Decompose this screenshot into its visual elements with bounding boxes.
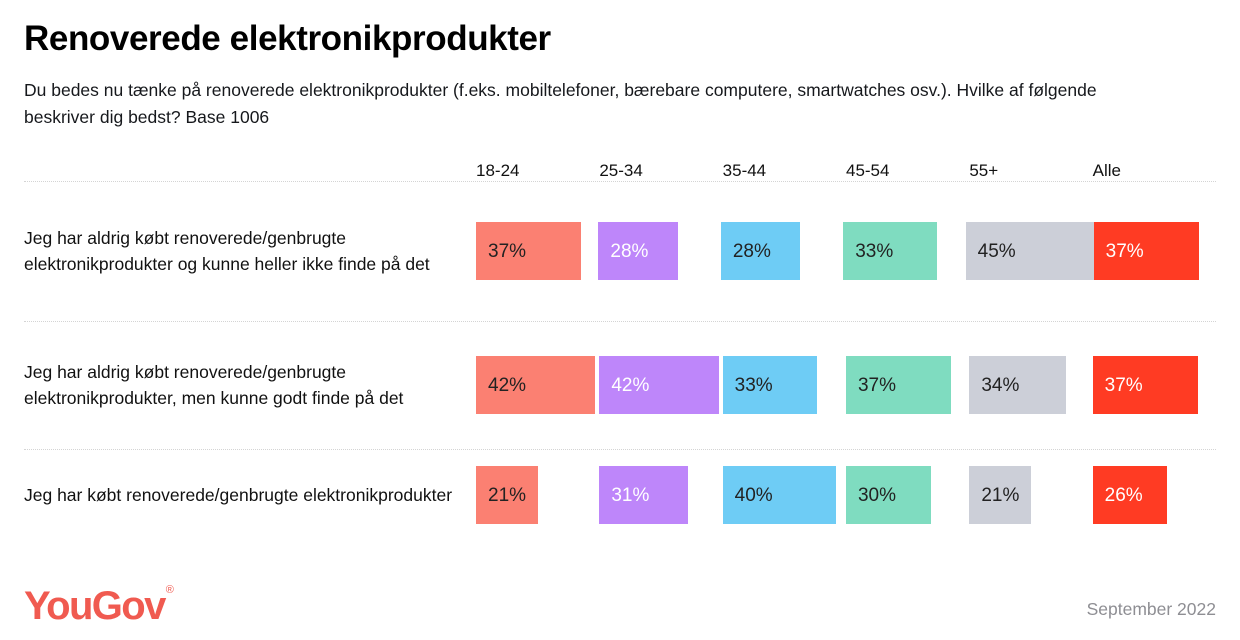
- column-header-alle: Alle: [1092, 160, 1121, 180]
- chart-subtitle: Du bedes nu tænke på renoverede elektron…: [24, 79, 1097, 127]
- table-row: Jeg har købt renoverede/genbrugte elektr…: [24, 448, 1216, 541]
- bar-35-44-2: 33%: [722, 356, 817, 415]
- bar-value-label: 21%: [488, 484, 527, 506]
- column-header-cell: 55+: [969, 162, 1092, 181]
- bar-55-plus-3: 21%: [969, 466, 1032, 525]
- column-header-cell: 18-24: [476, 162, 599, 181]
- bar-value-label: 37%: [488, 240, 527, 262]
- bar-cell: 21%: [476, 450, 599, 541]
- column-header-25-34: 25-34: [599, 160, 643, 180]
- bar-value-label: 42%: [611, 374, 650, 396]
- bar-cell: 37%: [1092, 322, 1216, 449]
- page-title: Renoverede elektronikprodukter: [24, 19, 551, 58]
- bar-55-plus-2: 34%: [969, 356, 1067, 415]
- column-header-row: 18-24 25-34 35-44 45-54 55+ Alle: [24, 149, 1216, 181]
- bar-55-plus-1: 45%: [965, 222, 1094, 281]
- bar-cell: 42%: [599, 322, 722, 449]
- bar-cell: 28%: [598, 182, 720, 321]
- bar-Alle-3: 26%: [1092, 466, 1167, 525]
- column-header-cell: 25-34: [599, 162, 722, 181]
- bar-cell: 30%: [845, 450, 969, 541]
- yougov-logo-text: YouGov: [24, 584, 166, 628]
- bar-45-54-3: 30%: [845, 466, 932, 525]
- bar-cell: 33%: [843, 182, 965, 321]
- bar-value-label: 37%: [857, 374, 897, 396]
- bar-value-label: 28%: [610, 240, 649, 262]
- bar-cell: 40%: [722, 450, 846, 541]
- bar-45-54-2: 37%: [845, 356, 952, 415]
- bar-35-44-1: 28%: [720, 222, 801, 281]
- column-header-35-44: 35-44: [722, 160, 767, 180]
- table-row: Jeg har aldrig købt renoverede/genbrugte…: [24, 180, 1216, 321]
- bar-value-label: 31%: [611, 484, 650, 506]
- yougov-logo: YouGov®: [24, 583, 174, 628]
- bar-value-label: 40%: [734, 484, 773, 506]
- table-row: Jeg har aldrig købt renoverede/genbrugte…: [24, 320, 1216, 449]
- chart-date: September 2022: [1086, 599, 1216, 619]
- column-header-45-54: 45-54: [845, 160, 890, 180]
- chart-grid: 18-24 25-34 35-44 45-54 55+ Alle: [24, 149, 1216, 541]
- bar-25-34-1: 28%: [598, 222, 679, 281]
- bar-cell: 37%: [845, 322, 969, 449]
- bar-value-label: 33%: [855, 240, 894, 262]
- footer: YouGov® September 2022: [24, 583, 1216, 628]
- bar-value-label: 26%: [1104, 484, 1143, 506]
- bar-18-24-2: 42%: [476, 356, 596, 415]
- column-header-cell: 45-54: [846, 162, 969, 181]
- bar-value-label: 21%: [981, 484, 1020, 506]
- bar-18-24-1: 37%: [476, 222, 582, 281]
- bar-Alle-1: 37%: [1093, 222, 1199, 281]
- row-label: Jeg har aldrig købt renoverede/genbrugte…: [24, 227, 430, 275]
- bar-cell: 45%: [965, 182, 1094, 321]
- bar-cell: 33%: [722, 322, 846, 449]
- bar-cell: 34%: [969, 322, 1092, 449]
- bar-35-44-3: 40%: [722, 466, 837, 525]
- row-bars: 21% 31% 40% 30% 21% 26%: [476, 450, 1216, 541]
- row-label: Jeg har købt renoverede/genbrugte elektr…: [24, 484, 453, 505]
- bar-value-label: 30%: [857, 484, 897, 506]
- bar-value-label: 28%: [732, 240, 771, 262]
- bar-cell: 42%: [476, 322, 599, 449]
- column-header-cell: 35-44: [723, 162, 846, 181]
- bar-value-label: 34%: [981, 374, 1020, 396]
- bar-value-label: 42%: [488, 374, 527, 396]
- bar-Alle-2: 37%: [1092, 356, 1198, 415]
- row-bars: 37% 28% 28% 33% 45% 37%: [476, 182, 1216, 321]
- bar-45-54-1: 33%: [843, 222, 938, 281]
- column-header-cell: Alle: [1093, 162, 1216, 181]
- column-headers: 18-24 25-34 35-44 45-54 55+ Alle: [476, 162, 1216, 181]
- row-label: Jeg har aldrig købt renoverede/genbrugte…: [24, 361, 404, 409]
- bar-value-label: 37%: [1105, 240, 1144, 262]
- column-header-55-plus: 55+: [969, 160, 999, 180]
- column-header-18-24: 18-24: [476, 160, 520, 180]
- bar-cell: 37%: [476, 182, 598, 321]
- bar-cell: 31%: [599, 450, 722, 541]
- bar-value-label: 45%: [977, 240, 1016, 262]
- bar-value-label: 33%: [734, 374, 773, 396]
- bar-25-34-2: 42%: [599, 356, 719, 415]
- bar-18-24-3: 21%: [476, 466, 538, 525]
- bar-cell: 21%: [969, 450, 1092, 541]
- bar-value-label: 37%: [1104, 374, 1143, 396]
- registered-trademark-icon: ®: [165, 583, 174, 596]
- bar-25-34-3: 31%: [599, 466, 688, 525]
- bar-cell: 37%: [1093, 182, 1216, 321]
- bar-cell: 26%: [1092, 450, 1216, 541]
- bar-cell: 28%: [720, 182, 843, 321]
- row-bars: 42% 42% 33% 37% 34% 37%: [476, 322, 1216, 449]
